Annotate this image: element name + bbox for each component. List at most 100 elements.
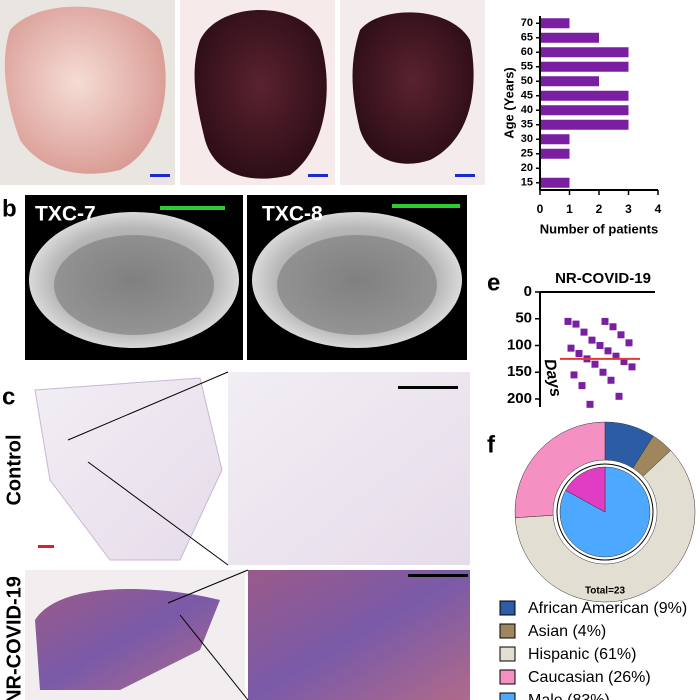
zoom-line xyxy=(67,371,229,441)
y-tick-label: 15 xyxy=(521,177,533,189)
ring-outline xyxy=(556,463,654,561)
bar xyxy=(540,47,629,58)
legend-swatch xyxy=(499,646,516,662)
legend-swatch xyxy=(499,600,516,616)
ct-lungs xyxy=(277,235,437,335)
chart-title: NR-COVID-19 xyxy=(555,270,651,287)
data-point xyxy=(591,360,599,368)
data-point xyxy=(625,339,633,347)
zoom-line xyxy=(179,614,249,700)
data-point xyxy=(601,317,609,325)
y-axis-label: Days xyxy=(541,358,564,399)
legend-label: Male (83%) xyxy=(528,692,610,700)
scale-bar xyxy=(408,574,468,577)
legend-label: African American (9%) xyxy=(528,600,687,617)
scale-bar xyxy=(150,174,170,177)
row-label: Control xyxy=(3,434,25,505)
ct-label: TXC-8 xyxy=(262,203,323,226)
data-point xyxy=(596,341,604,349)
bar xyxy=(540,119,629,130)
row-label: NR-COVID-19 xyxy=(3,576,25,700)
y-tick-label: 45 xyxy=(521,90,533,102)
pie-slice xyxy=(514,450,696,603)
histology-image xyxy=(248,570,470,700)
legend-swatch xyxy=(499,669,516,685)
histology-tissue xyxy=(35,588,220,690)
data-point xyxy=(604,347,612,355)
pie-slice xyxy=(559,466,651,558)
bar xyxy=(540,61,629,72)
x-tick-label: 3 xyxy=(625,202,632,216)
y-axis-label: Age (Years) xyxy=(501,67,516,139)
data-point xyxy=(615,392,623,400)
histology-image xyxy=(228,372,470,565)
pie-slice xyxy=(565,466,606,513)
panel-label: f xyxy=(487,431,496,458)
bar xyxy=(540,105,629,116)
y-tick-label: 40 xyxy=(521,104,533,116)
scale-bar xyxy=(392,204,460,208)
lung-photo xyxy=(4,6,166,174)
scale-bar xyxy=(38,545,54,548)
bar xyxy=(540,32,599,43)
data-point xyxy=(609,323,617,331)
y-tick-label: 30 xyxy=(521,133,533,145)
bar xyxy=(540,148,570,159)
lung-photo xyxy=(352,12,474,164)
data-point xyxy=(607,376,615,384)
y-tick-label: 50 xyxy=(515,310,532,327)
legend-swatch xyxy=(499,623,516,639)
x-tick-label: 2 xyxy=(596,202,603,216)
scale-bar xyxy=(398,386,458,389)
legend-label: Caucasian (26%) xyxy=(528,669,651,686)
bar xyxy=(540,76,599,87)
data-point xyxy=(612,352,620,360)
bar xyxy=(540,134,570,145)
y-tick-label: 20 xyxy=(521,162,533,174)
scale-bar xyxy=(308,174,328,177)
ct-label: TXC-7 xyxy=(35,203,96,226)
lung-photo xyxy=(194,10,327,179)
data-point xyxy=(628,363,636,371)
panel-label: c xyxy=(2,383,15,410)
y-tick-label: 200 xyxy=(507,390,532,407)
pie-slice xyxy=(514,421,606,518)
bar xyxy=(540,18,570,29)
x-tick-label: 1 xyxy=(566,202,573,216)
data-point xyxy=(567,344,575,352)
data-point xyxy=(570,371,578,379)
data-point xyxy=(578,382,586,390)
bar xyxy=(540,177,570,188)
panel-label: b xyxy=(2,195,17,222)
y-tick-label: 50 xyxy=(521,75,533,87)
y-tick-label: 150 xyxy=(507,363,532,380)
data-point xyxy=(575,350,583,358)
data-point xyxy=(572,320,580,328)
panel-label: e xyxy=(487,269,500,296)
ct-lungs xyxy=(54,235,214,335)
y-tick-label: 70 xyxy=(521,17,533,29)
total-label: Total=23 xyxy=(585,586,626,597)
data-point xyxy=(588,336,596,344)
data-point xyxy=(564,317,572,325)
y-tick-label: 55 xyxy=(521,61,533,73)
y-tick-label: 60 xyxy=(521,46,533,58)
data-point xyxy=(586,400,594,408)
bar xyxy=(540,90,629,101)
data-point xyxy=(580,328,588,336)
data-point xyxy=(617,331,625,339)
zoom-line xyxy=(87,461,229,566)
x-tick-label: 4 xyxy=(655,202,662,216)
y-tick-label: 65 xyxy=(521,32,533,44)
scale-bar xyxy=(455,174,475,177)
legend-swatch xyxy=(499,692,516,700)
histology-tissue xyxy=(34,377,223,561)
legend-label: Hispanic (61%) xyxy=(528,646,636,663)
data-point xyxy=(620,358,628,366)
y-tick-label: 25 xyxy=(521,148,533,160)
x-tick-label: 0 xyxy=(537,202,544,216)
x-axis-label: Number of patients xyxy=(540,221,658,236)
scale-bar xyxy=(160,206,225,210)
legend-label: Asian (4%) xyxy=(528,623,606,640)
